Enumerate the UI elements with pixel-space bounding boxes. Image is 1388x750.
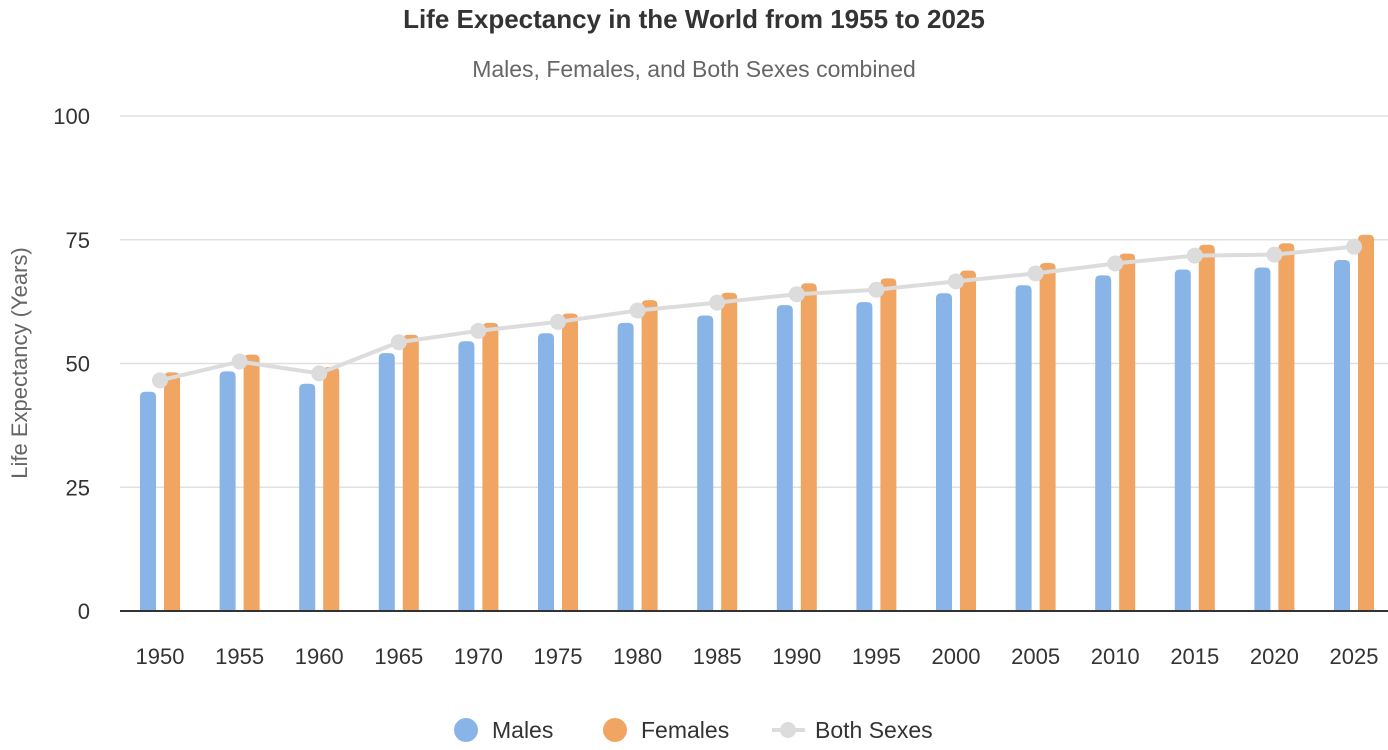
legend-item-males[interactable]: Males <box>454 717 553 743</box>
bar-females-1965[interactable] <box>402 334 419 611</box>
x-tick-label: 2010 <box>1091 644 1140 669</box>
point-both-sexes-1995[interactable] <box>868 281 885 298</box>
y-tick-label: 100 <box>53 104 90 129</box>
legend-males-label: Males <box>492 717 553 743</box>
line-layer <box>152 238 1362 389</box>
bar-males-1975[interactable] <box>538 333 554 611</box>
y-tick-label: 25 <box>66 475 90 500</box>
x-tick-label: 1975 <box>534 644 583 669</box>
point-both-sexes-2010[interactable] <box>1107 255 1124 272</box>
x-axis-ticks: 1950 1955 1960 1965 1970 1975 1980 1985 1990 1995… <box>136 644 1379 669</box>
bar-males-2025[interactable] <box>1334 260 1350 611</box>
x-tick-label: 1960 <box>295 644 344 669</box>
point-both-sexes-2005[interactable] <box>1027 265 1044 282</box>
bar-females-1955[interactable] <box>243 354 260 611</box>
bar-males-2010[interactable] <box>1095 275 1112 611</box>
bar-males-1980[interactable] <box>617 322 634 611</box>
x-tick-label: 1970 <box>454 644 503 669</box>
point-both-sexes-2025[interactable] <box>1346 238 1362 255</box>
bar-females-2020[interactable] <box>1278 243 1295 611</box>
bar-males-2015[interactable] <box>1174 269 1191 611</box>
bar-layer <box>140 234 1374 612</box>
chart-title: Life Expectancy in the World from 1955 t… <box>403 4 985 34</box>
point-both-sexes-2000[interactable] <box>948 273 964 290</box>
x-tick-label: 2005 <box>1011 644 1060 669</box>
bar-males-1960[interactable] <box>299 383 316 611</box>
bar-males-1950[interactable] <box>140 391 156 611</box>
x-tick-label: 1980 <box>613 644 662 669</box>
bar-females-1975[interactable] <box>562 313 578 611</box>
x-tick-label: 1955 <box>215 644 264 669</box>
point-both-sexes-1970[interactable] <box>470 322 487 339</box>
bar-males-1985[interactable] <box>697 315 714 611</box>
bar-males-2000[interactable] <box>936 293 952 611</box>
y-tick-label: 0 <box>78 599 90 624</box>
legend-both-marker <box>780 722 796 738</box>
legend-females-marker <box>603 718 627 742</box>
bar-females-1950[interactable] <box>164 372 180 611</box>
bar-males-1995[interactable] <box>856 302 873 611</box>
x-tick-label: 2000 <box>932 644 981 669</box>
point-both-sexes-1955[interactable] <box>231 353 248 370</box>
x-tick-label: 1990 <box>772 644 821 669</box>
x-tick-label: 1965 <box>374 644 423 669</box>
point-both-sexes-1975[interactable] <box>550 313 566 330</box>
bar-males-2005[interactable] <box>1015 285 1032 611</box>
bar-females-2015[interactable] <box>1198 244 1215 611</box>
point-both-sexes-1960[interactable] <box>311 365 328 382</box>
x-tick-label: 1950 <box>136 644 185 669</box>
bar-males-1965[interactable] <box>378 353 395 611</box>
bar-males-1955[interactable] <box>219 371 236 611</box>
bar-females-1985[interactable] <box>721 292 738 611</box>
bar-females-2005[interactable] <box>1039 263 1056 611</box>
y-axis-ticks: 0 25 50 75 100 <box>53 104 90 624</box>
legend-females-label: Females <box>641 717 729 743</box>
chart-subtitle: Males, Females, and Both Sexes combined <box>472 56 916 82</box>
bar-females-1990[interactable] <box>800 283 817 611</box>
point-both-sexes-2020[interactable] <box>1266 246 1283 263</box>
line-both-sexes <box>159 244 1355 383</box>
legend-item-females[interactable]: Females <box>603 717 729 743</box>
x-tick-label: 2025 <box>1330 644 1379 669</box>
x-tick-label: 2015 <box>1170 644 1219 669</box>
point-both-sexes-1950[interactable] <box>152 372 168 389</box>
point-both-sexes-1965[interactable] <box>390 334 407 351</box>
bar-females-1995[interactable] <box>880 278 897 611</box>
bar-males-2020[interactable] <box>1254 267 1271 611</box>
y-tick-label: 50 <box>66 352 90 377</box>
bar-females-2025[interactable] <box>1358 234 1374 612</box>
y-axis-title: Life Expectancy (Years) <box>7 247 32 479</box>
bar-females-1970[interactable] <box>482 322 499 611</box>
bar-females-2000[interactable] <box>960 270 976 611</box>
y-tick-label: 75 <box>66 228 90 253</box>
point-both-sexes-1990[interactable] <box>788 286 805 303</box>
bar-females-2010[interactable] <box>1119 253 1136 612</box>
legend-males-marker <box>454 718 478 742</box>
bar-males-1970[interactable] <box>458 341 475 611</box>
x-tick-label: 1985 <box>693 644 742 669</box>
point-both-sexes-1980[interactable] <box>629 302 646 319</box>
x-tick-label: 1995 <box>852 644 901 669</box>
x-tick-label: 2020 <box>1250 644 1299 669</box>
bar-males-1990[interactable] <box>776 305 793 611</box>
legend-item-both-sexes[interactable]: Both Sexes <box>772 717 933 743</box>
legend[interactable]: Males Females Both Sexes <box>454 717 933 743</box>
point-both-sexes-2015[interactable] <box>1186 247 1203 264</box>
bar-females-1960[interactable] <box>323 366 340 611</box>
point-both-sexes-1985[interactable] <box>709 294 726 311</box>
bar-females-1980[interactable] <box>641 300 658 611</box>
legend-both-label: Both Sexes <box>815 717 933 743</box>
